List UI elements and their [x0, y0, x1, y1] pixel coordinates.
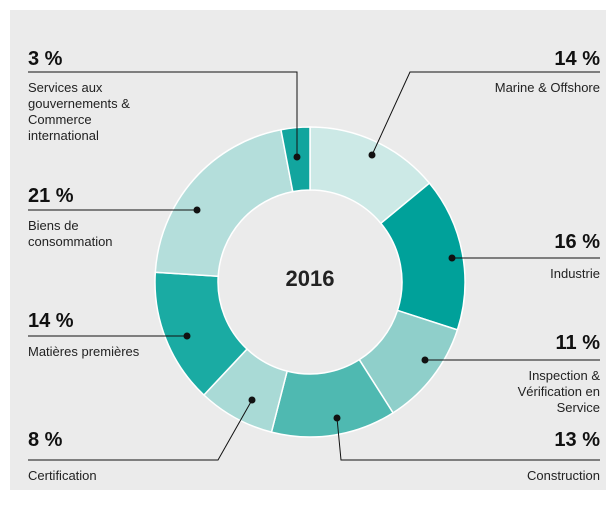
leader-dot — [248, 396, 256, 404]
category-label: Inspection & Vérification en Service — [517, 368, 600, 415]
value-label: 3 % — [28, 48, 63, 70]
leader-dot — [193, 206, 201, 214]
leader-line — [336, 417, 600, 461]
category-label: Biens de consommation — [28, 218, 113, 249]
leader-dot — [421, 356, 429, 364]
leader-dot — [183, 332, 191, 340]
category-label: Services aux gouvernements & Commerce in… — [28, 80, 130, 143]
leader-dot — [448, 254, 456, 262]
value-label: 21 % — [28, 185, 74, 207]
leader-dot — [333, 414, 341, 422]
value-label: 8 % — [28, 429, 63, 451]
category-label: Marine & Offshore — [494, 80, 600, 95]
leader-dot — [293, 153, 301, 161]
value-label: 14 % — [554, 48, 600, 70]
category-label: Certification — [28, 468, 97, 483]
value-label: 13 % — [554, 429, 600, 451]
value-label: 16 % — [554, 231, 600, 253]
leader-dot — [368, 151, 376, 159]
leader-line — [371, 71, 600, 156]
category-label: Construction — [527, 468, 600, 483]
leader-line — [28, 399, 253, 461]
center-label: 2016 — [285, 266, 335, 291]
category-label: Matières premières — [28, 344, 140, 359]
leader-line — [28, 71, 298, 157]
value-label: 11 % — [555, 332, 600, 354]
category-label: Industrie — [550, 266, 600, 281]
value-label: 14 % — [28, 310, 74, 332]
